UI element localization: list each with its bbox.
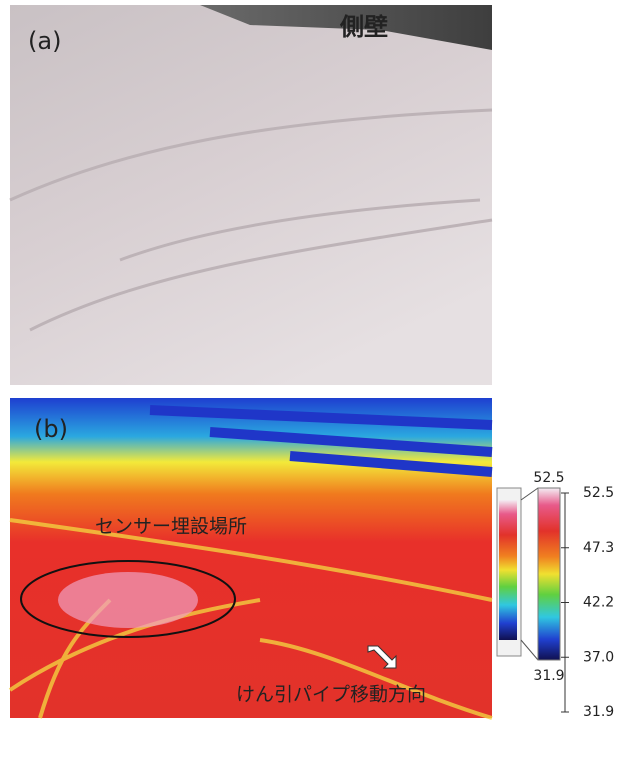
connector: [521, 640, 538, 660]
tick-label: 42.2: [583, 595, 614, 611]
direction-label: けん引パイプ移動方向: [236, 684, 426, 706]
tick-label: 31.9: [583, 704, 614, 720]
figure: (a) 側壁 (b) センサー埋設場所 けん引パイプ移動方向 52.5 31.9…: [0, 0, 627, 773]
color-bar: [538, 488, 560, 660]
hot-spot: [58, 572, 198, 628]
panel-label: (b): [34, 415, 68, 443]
tick-label: 37.0: [583, 649, 614, 665]
sensor-label: センサー埋設場所: [95, 516, 247, 538]
caption: 側壁: [339, 13, 388, 41]
scale-max: 52.5: [533, 470, 564, 486]
tick-label: 52.5: [583, 485, 614, 501]
mini-bar: [499, 500, 517, 640]
scale-min: 31.9: [533, 668, 564, 684]
photo: [10, 5, 492, 385]
tick-label: 47.3: [583, 540, 614, 556]
panel-label: (a): [28, 27, 61, 55]
connector: [521, 488, 538, 500]
scale-ticks: 52.5 47.3 42.2 37.0 31.9: [561, 485, 614, 720]
